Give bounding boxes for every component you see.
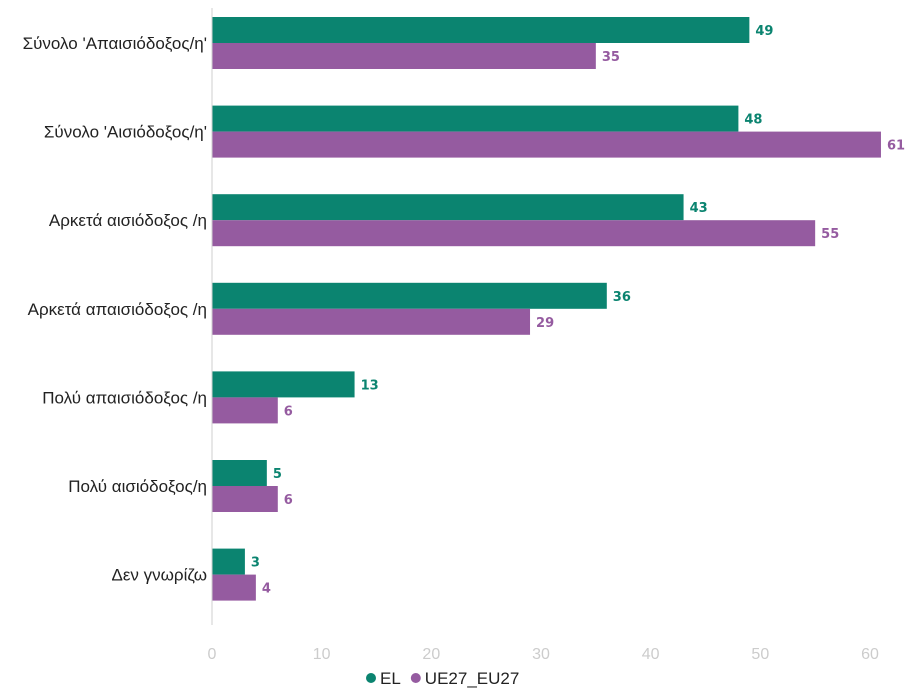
category-label: Δεν γνωρίζω bbox=[111, 566, 207, 585]
legend-label: EL bbox=[380, 669, 401, 688]
x-tick-label: 50 bbox=[751, 646, 769, 663]
bar-ue27-eu27 bbox=[212, 397, 278, 424]
data-label: 36 bbox=[613, 290, 631, 305]
category-label: Σύνολο 'Απαισιόδοξος/η' bbox=[23, 34, 207, 53]
bar-el bbox=[212, 371, 355, 398]
data-label: 35 bbox=[602, 50, 620, 65]
legend-marker bbox=[410, 673, 421, 683]
data-label: 29 bbox=[536, 316, 554, 331]
bar-el bbox=[212, 282, 607, 309]
data-label: 6 bbox=[284, 493, 293, 508]
bar-ue27-eu27 bbox=[212, 308, 531, 335]
bar-ue27-eu27 bbox=[212, 220, 816, 247]
x-tick-labels-group: 0 10 20 30 40 50 60 bbox=[208, 646, 879, 663]
data-label: 13 bbox=[361, 378, 379, 393]
legend-marker bbox=[366, 673, 376, 683]
bar-el bbox=[212, 194, 684, 221]
category-labels-group: Σύνολο 'Απαισιόδοξος/η' Σύνολο 'Αισιόδοξο… bbox=[23, 34, 207, 585]
data-label: 48 bbox=[744, 113, 762, 128]
bar-ue27-eu27 bbox=[212, 43, 596, 69]
category-label: Σύνολο 'Αισιόδοξος/η' bbox=[44, 123, 207, 142]
bar-el bbox=[212, 460, 267, 486]
x-tick-label: 40 bbox=[642, 646, 660, 663]
legend: EL UE27_EU27 bbox=[366, 669, 519, 688]
x-tick-label: 30 bbox=[532, 646, 550, 663]
data-label: 43 bbox=[690, 201, 708, 216]
legend-label: UE27_EU27 bbox=[425, 669, 520, 688]
category-label: Αρκετά απαισιόδοξος /η bbox=[28, 300, 207, 319]
data-label: 61 bbox=[887, 139, 905, 154]
data-label: 5 bbox=[273, 467, 282, 482]
data-label: 4 bbox=[262, 582, 271, 597]
data-label: 6 bbox=[284, 404, 293, 419]
bar-el bbox=[212, 105, 739, 132]
category-label: Πολύ απαισιόδοξος /η bbox=[42, 388, 207, 407]
category-label: Πολύ αισιόδοξος/η bbox=[68, 477, 207, 496]
category-label: Αρκετά αισιόδοξος /η bbox=[49, 211, 207, 230]
x-tick-label: 20 bbox=[422, 646, 440, 663]
bar-ue27-eu27 bbox=[212, 486, 278, 512]
data-label: 49 bbox=[755, 24, 773, 39]
x-tick-label: 10 bbox=[313, 646, 331, 663]
bar-ue27-eu27 bbox=[212, 131, 881, 158]
x-tick-label: 60 bbox=[861, 646, 879, 663]
x-tick-label: 0 bbox=[208, 646, 217, 663]
bar-ue27-eu27 bbox=[212, 574, 256, 601]
bars-group bbox=[212, 17, 881, 601]
bar-el bbox=[212, 548, 245, 575]
data-label: 3 bbox=[251, 556, 260, 571]
data-label: 55 bbox=[821, 227, 839, 242]
bar-el bbox=[212, 17, 750, 43]
